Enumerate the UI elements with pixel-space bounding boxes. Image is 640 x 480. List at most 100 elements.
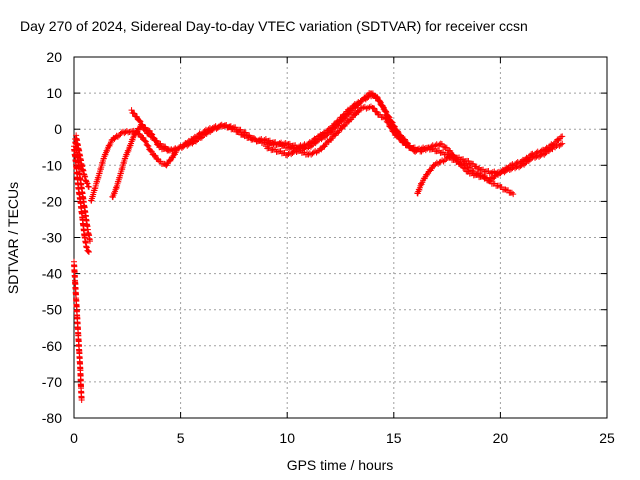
series-arc-9: [414, 154, 517, 198]
data-point: [143, 127, 150, 134]
data-point: [198, 130, 205, 137]
data-point: [453, 159, 460, 166]
y-tick-label: -10: [42, 157, 62, 173]
data-point: [144, 142, 151, 149]
data-point: [388, 124, 395, 131]
data-point: [382, 108, 389, 115]
data-point: [385, 119, 392, 126]
data-point: [123, 128, 130, 135]
data-point: [83, 244, 90, 251]
y-tick-label: -30: [42, 230, 62, 246]
data-point: [557, 141, 564, 148]
data-point: [86, 238, 93, 245]
y-axis-label: SDTVAR / TECUs: [5, 182, 21, 294]
data-point: [424, 145, 431, 152]
data-point: [152, 152, 159, 159]
data-point: [204, 127, 211, 134]
data-point: [441, 157, 448, 164]
grid-lines: [74, 57, 607, 418]
data-point: [390, 128, 397, 135]
chart-title: Day 270 of 2024, Sidereal Day-to-day VTE…: [20, 18, 528, 34]
data-point: [85, 183, 92, 190]
x-tick-label: 5: [177, 430, 185, 446]
series-arc-7: [128, 90, 566, 184]
y-tick-label: -80: [42, 410, 62, 426]
data-point: [380, 104, 387, 111]
data-point: [417, 180, 424, 187]
data-point: [383, 109, 390, 116]
y-tick-label: 0: [54, 121, 62, 137]
x-tick-label: 25: [599, 430, 615, 446]
y-tick-label: 20: [46, 49, 62, 65]
data-point: [390, 129, 397, 136]
data-point: [142, 138, 149, 145]
data-point: [422, 147, 429, 154]
data-point: [148, 148, 155, 155]
y-tick-label: -50: [42, 302, 62, 318]
data-point: [447, 148, 454, 155]
y-tick-label: -20: [42, 193, 62, 209]
data-point: [293, 149, 300, 156]
y-tick-label: -40: [42, 266, 62, 282]
x-tick-label: 10: [279, 430, 295, 446]
data-series: [71, 90, 566, 403]
x-axis-label: GPS time / hours: [287, 457, 394, 473]
data-point: [510, 191, 517, 198]
data-point: [114, 133, 121, 140]
data-point: [502, 186, 509, 193]
data-point: [438, 140, 445, 147]
data-point: [84, 247, 91, 254]
data-point: [366, 104, 373, 111]
x-tick-labels: 0 5 10 15 20 25: [70, 430, 615, 446]
data-point: [138, 122, 145, 129]
data-point: [559, 133, 566, 140]
data-point: [508, 189, 515, 196]
data-point: [387, 124, 394, 131]
data-point: [449, 151, 456, 158]
data-point: [83, 180, 90, 186]
data-point: [85, 248, 92, 255]
data-point: [136, 131, 143, 138]
data-point: [147, 147, 154, 154]
data-point: [382, 115, 389, 122]
x-tick-label: 15: [386, 430, 402, 446]
data-point: [240, 131, 247, 138]
data-point: [142, 138, 149, 145]
data-point: [145, 143, 152, 150]
data-point: [131, 110, 138, 117]
series-arc-2: [72, 135, 93, 245]
data-point: [151, 152, 158, 159]
data-point: [78, 396, 85, 403]
data-point: [169, 154, 176, 161]
data-point: [446, 147, 453, 154]
data-point: [466, 164, 473, 171]
series-arc-8: [262, 103, 419, 159]
data-point: [373, 93, 380, 100]
data-point: [380, 104, 387, 111]
data-point: [116, 132, 123, 139]
data-point: [463, 161, 470, 168]
data-point: [200, 129, 207, 136]
data-point: [559, 140, 566, 147]
axis-ticks: [73, 56, 608, 419]
data-point: [85, 248, 92, 255]
y-tick-label: -70: [42, 374, 62, 390]
data-point: [443, 155, 450, 162]
data-point: [384, 119, 391, 126]
y-tick-label: 10: [46, 85, 62, 101]
y-tick-label: -60: [42, 338, 62, 354]
series-arc-3: [73, 132, 92, 190]
data-point: [495, 182, 502, 189]
data-point: [383, 115, 390, 122]
data-point: [440, 158, 447, 165]
data-point: [128, 107, 135, 114]
data-point: [395, 133, 402, 140]
data-point: [131, 131, 138, 138]
data-point: [84, 180, 91, 187]
data-point: [136, 117, 143, 124]
data-point: [139, 122, 146, 129]
data-point: [418, 148, 425, 155]
data-point: [150, 134, 157, 141]
x-tick-label: 0: [70, 430, 78, 446]
